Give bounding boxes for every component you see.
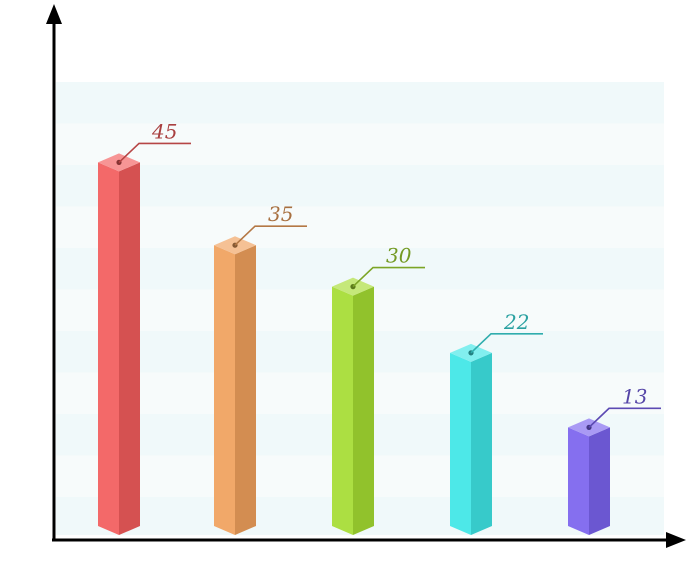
label-leader-line — [470, 333, 543, 354]
bar-left-face — [332, 286, 353, 535]
bar-left-face — [450, 352, 471, 535]
bar-left-face — [568, 427, 589, 535]
y-axis-arrow — [46, 4, 62, 24]
bar-right-face — [353, 286, 374, 535]
axes — [46, 4, 686, 548]
grid-band — [56, 206, 664, 248]
bar: 22 — [450, 310, 543, 535]
bar: 35 — [214, 202, 307, 535]
label-leader-line — [588, 407, 661, 428]
grid-band — [56, 82, 664, 124]
label-leader-line — [234, 225, 307, 246]
bar-right-face — [119, 162, 140, 535]
bar-right-face — [235, 245, 256, 535]
x-axis-arrow — [666, 532, 686, 548]
label-leader-line — [118, 142, 191, 163]
bar-right-face — [471, 352, 492, 535]
bar-series: 45 35 30 22 13 — [98, 119, 661, 535]
data-label: 45 — [151, 119, 177, 143]
label-leader-line — [352, 266, 425, 288]
grid-band — [56, 123, 664, 165]
grid-band — [56, 165, 664, 207]
bar: 13 — [568, 384, 661, 535]
bar-left-face — [214, 245, 235, 535]
bar: 30 — [332, 244, 425, 535]
data-label: 35 — [268, 202, 293, 226]
data-label: 13 — [622, 384, 647, 408]
bar-left-face — [98, 162, 119, 535]
bar-right-face — [589, 427, 610, 535]
data-label: 22 — [503, 310, 529, 334]
data-label: 30 — [386, 244, 412, 268]
bar: 45 — [98, 119, 191, 535]
